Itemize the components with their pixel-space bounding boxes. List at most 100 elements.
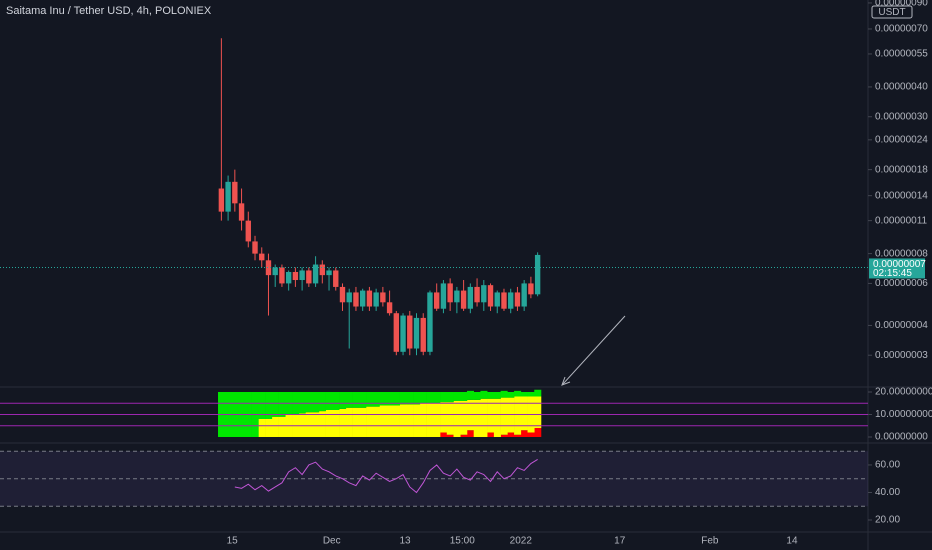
candle-body <box>487 285 494 307</box>
indicator-segment <box>520 396 528 431</box>
indicator-segment <box>379 405 387 437</box>
y-tick-label: 0.00000000 <box>875 432 928 443</box>
indicator-segment <box>487 391 495 399</box>
candle-body <box>380 292 386 303</box>
x-tick-label: Dec <box>323 536 341 547</box>
indicator-segment <box>487 432 495 437</box>
indicator-segment <box>419 403 427 437</box>
indicator-segment <box>359 407 367 437</box>
indicator-segment <box>399 391 407 405</box>
indicator-segment <box>507 397 515 433</box>
candle-body <box>386 302 393 314</box>
indicator-segment <box>265 391 273 419</box>
indicator-segment <box>473 399 481 437</box>
indicator-segment <box>527 391 535 397</box>
indicator-segment <box>440 402 448 433</box>
indicator-segment <box>278 391 286 417</box>
candle-body <box>326 270 332 276</box>
x-tick-label: 17 <box>614 536 626 547</box>
indicator-segment <box>520 430 528 437</box>
candle-body <box>232 181 238 204</box>
indicator-segment <box>406 391 414 405</box>
indicator-segment <box>345 391 353 408</box>
indicator-segment <box>527 432 535 437</box>
indicator-segment <box>440 391 448 403</box>
indicator-segment <box>493 398 501 437</box>
indicator-segment <box>514 390 522 397</box>
candle-body <box>508 292 514 309</box>
indicator-segment <box>298 391 306 414</box>
candle-body <box>534 254 541 295</box>
indicator-segment <box>460 434 468 437</box>
indicator-segment <box>298 413 306 437</box>
arrow-annotation <box>562 315 626 385</box>
candle-body <box>413 317 420 349</box>
candle-body <box>373 292 379 307</box>
candle-body <box>245 220 251 242</box>
indicator-segment <box>500 397 508 435</box>
indicator-segment <box>339 408 347 437</box>
indicator-segment <box>325 409 333 437</box>
indicator-segment <box>366 406 374 437</box>
indicator-segment <box>453 391 461 401</box>
x-tick-label: 15:00 <box>450 536 475 547</box>
indicator-segment <box>493 391 501 399</box>
indicator-segment <box>332 391 340 410</box>
indicator-segment <box>325 391 333 410</box>
x-tick-label: 2022 <box>510 536 533 547</box>
indicator-segment <box>500 390 508 398</box>
y-tick-label: 0.00000055 <box>875 49 928 60</box>
currency-label[interactable]: USDT <box>878 7 905 18</box>
indicator-segment <box>278 416 286 437</box>
indicator-segment <box>534 427 542 437</box>
current-price-label: 0.00000007 <box>873 259 926 270</box>
currency-box[interactable] <box>871 5 913 19</box>
candle-body <box>279 267 285 284</box>
indicator-segment <box>265 418 273 437</box>
indicator-segment <box>312 412 320 437</box>
countdown-label: 02:15:45 <box>873 268 912 279</box>
indicator-segment <box>318 411 326 437</box>
y-tick-label: 10.00000000 <box>875 409 932 420</box>
indicator-segment <box>392 391 400 406</box>
indicator-segment <box>392 405 400 437</box>
candle-body <box>528 283 534 295</box>
candle-body <box>521 283 527 307</box>
candle-body <box>481 285 487 303</box>
indicator-segment <box>507 432 515 437</box>
indicator-segment <box>514 434 522 437</box>
indicator-segment <box>372 406 380 437</box>
indicator-segment <box>466 390 474 400</box>
indicator-segment <box>332 409 340 437</box>
candle-body <box>339 286 346 303</box>
indicator-segment <box>305 391 313 413</box>
indicator-segment <box>359 391 367 408</box>
candle-body <box>407 315 413 349</box>
candle-body <box>427 292 433 352</box>
indicator-segment <box>460 391 468 401</box>
indicator-segment <box>520 391 528 397</box>
candle-body <box>333 270 339 287</box>
candle-body <box>460 290 467 309</box>
indicator-segment <box>258 391 266 419</box>
candle-body <box>292 271 299 281</box>
candle-body <box>346 292 352 303</box>
x-tick-label: 14 <box>786 536 798 547</box>
indicator-segment <box>318 391 326 412</box>
candle-body <box>474 286 480 303</box>
indicator-segment <box>534 389 542 397</box>
x-tick-label: 13 <box>400 536 412 547</box>
indicator-segment <box>413 391 421 405</box>
y-tick-label: 0.00000008 <box>875 248 928 259</box>
indicator-segment <box>386 405 394 437</box>
candle-body <box>501 292 507 309</box>
indicator-segment <box>379 391 387 406</box>
rsi-line <box>234 459 538 494</box>
indicator-segment <box>426 403 434 437</box>
x-tick-label: 15 <box>227 536 239 547</box>
y-tick-label: 0.00000011 <box>875 215 928 226</box>
indicator-segment <box>372 391 380 407</box>
y-tick-label: 0.00000018 <box>875 164 928 175</box>
candle-body <box>225 181 231 212</box>
